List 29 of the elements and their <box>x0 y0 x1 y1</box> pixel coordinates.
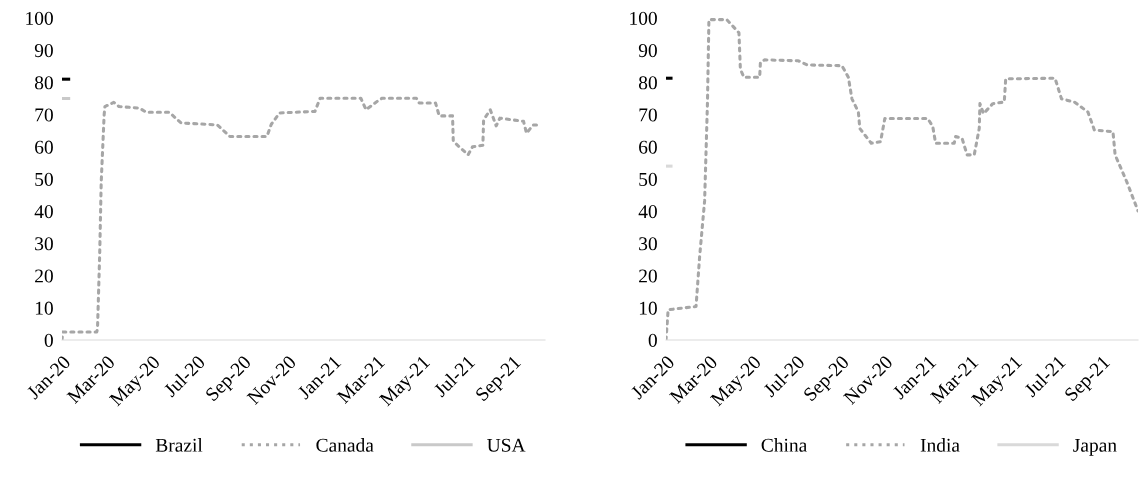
y-tick-label: 0 <box>648 333 657 347</box>
y-tick-label: 20 <box>639 269 657 283</box>
y-tick-label: 100 <box>630 11 657 25</box>
legend-label: Canada <box>316 438 374 452</box>
y-tick-label: 30 <box>639 237 657 251</box>
y-tick-label: 90 <box>638 44 657 58</box>
legend-label: USA <box>487 438 526 452</box>
y-tick-label: 100 <box>26 11 53 25</box>
y-tick-label: 20 <box>35 269 53 283</box>
y-tick-label: 0 <box>44 333 53 347</box>
y-tick-label: 40 <box>638 205 657 219</box>
y-tick-label: 40 <box>34 205 53 219</box>
y-tick-label: 90 <box>34 44 53 58</box>
y-tick-label: 50 <box>35 172 53 186</box>
y-tick-label: 10 <box>639 301 657 315</box>
y-tick-label: 50 <box>639 172 657 186</box>
line-series <box>666 18 1138 340</box>
y-tick-label: 80 <box>638 76 657 90</box>
y-tick-label: 10 <box>35 301 53 315</box>
legend-label: India <box>920 438 960 452</box>
legend-label: Brazil <box>155 438 203 452</box>
y-tick-label: 80 <box>34 76 53 90</box>
y-tick-label: 60 <box>35 140 53 154</box>
y-tick-label: 30 <box>35 237 53 251</box>
y-tick-label: 70 <box>639 108 657 122</box>
legend-label: Japan <box>1073 438 1117 456</box>
y-tick-label: 60 <box>639 140 657 154</box>
legend-label: China <box>761 438 808 452</box>
y-tick-label: 70 <box>35 108 53 122</box>
